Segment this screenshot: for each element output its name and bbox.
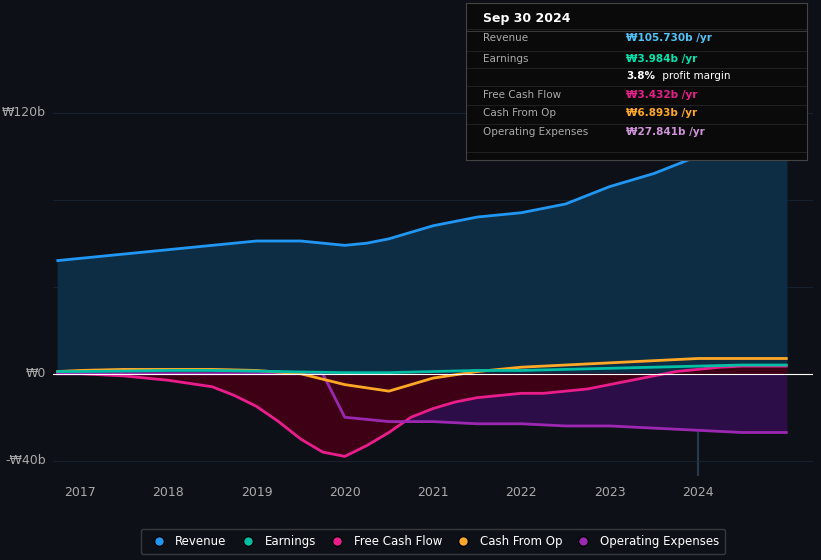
Text: 3.8%: 3.8%: [626, 72, 655, 82]
Text: ₩120b: ₩120b: [2, 106, 46, 119]
Text: Revenue: Revenue: [484, 33, 529, 43]
Text: Earnings: Earnings: [484, 54, 529, 64]
Text: ₩0: ₩0: [25, 367, 46, 380]
Text: Free Cash Flow: Free Cash Flow: [484, 90, 562, 100]
Text: ₩3.432b /yr: ₩3.432b /yr: [626, 90, 698, 100]
Text: -₩40b: -₩40b: [5, 454, 46, 467]
Text: Cash From Op: Cash From Op: [484, 108, 557, 118]
Text: profit margin: profit margin: [658, 72, 731, 82]
Text: Sep 30 2024: Sep 30 2024: [484, 12, 571, 25]
Text: ₩105.730b /yr: ₩105.730b /yr: [626, 33, 713, 43]
Text: ₩6.893b /yr: ₩6.893b /yr: [626, 108, 698, 118]
Legend: Revenue, Earnings, Free Cash Flow, Cash From Op, Operating Expenses: Revenue, Earnings, Free Cash Flow, Cash …: [141, 529, 725, 554]
Text: ₩3.984b /yr: ₩3.984b /yr: [626, 54, 698, 64]
Text: Operating Expenses: Operating Expenses: [484, 127, 589, 137]
Text: ₩27.841b /yr: ₩27.841b /yr: [626, 127, 705, 137]
